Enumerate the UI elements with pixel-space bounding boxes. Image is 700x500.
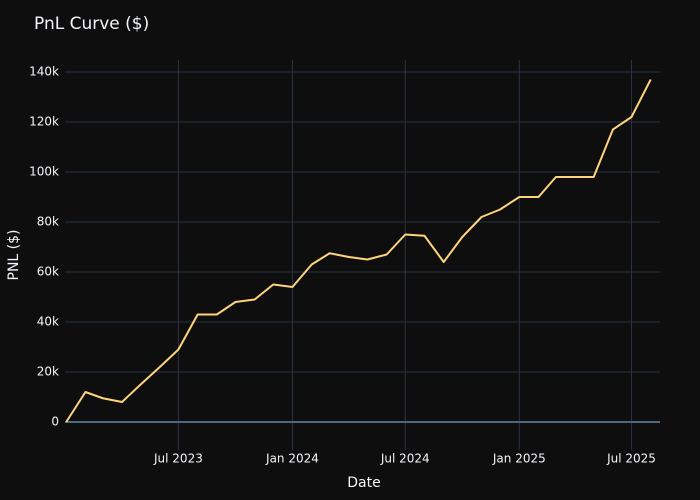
x-axis-label: Date [347, 475, 380, 491]
y-axis-label: PNL ($) [6, 230, 22, 281]
y-tick-label: 100k [29, 165, 59, 179]
x-tick-label: Jan 2025 [492, 452, 546, 466]
y-tick-label: 0 [51, 415, 59, 429]
y-tick-label: 20k [37, 365, 59, 379]
x-tick-label: Jul 2023 [153, 452, 203, 466]
x-tick-label: Jul 2025 [606, 452, 656, 466]
y-tick-label: 60k [37, 265, 59, 279]
y-tick-label: 40k [37, 315, 59, 329]
y-tick-label: 140k [29, 65, 59, 79]
chart-title: PnL Curve ($) [34, 14, 149, 34]
pnl-line [65, 79, 652, 423]
x-tick-label: Jul 2024 [380, 452, 430, 466]
y-tick-label: 120k [29, 115, 59, 129]
y-tick-label: 80k [37, 215, 59, 229]
x-tick-label: Jan 2024 [265, 452, 319, 466]
